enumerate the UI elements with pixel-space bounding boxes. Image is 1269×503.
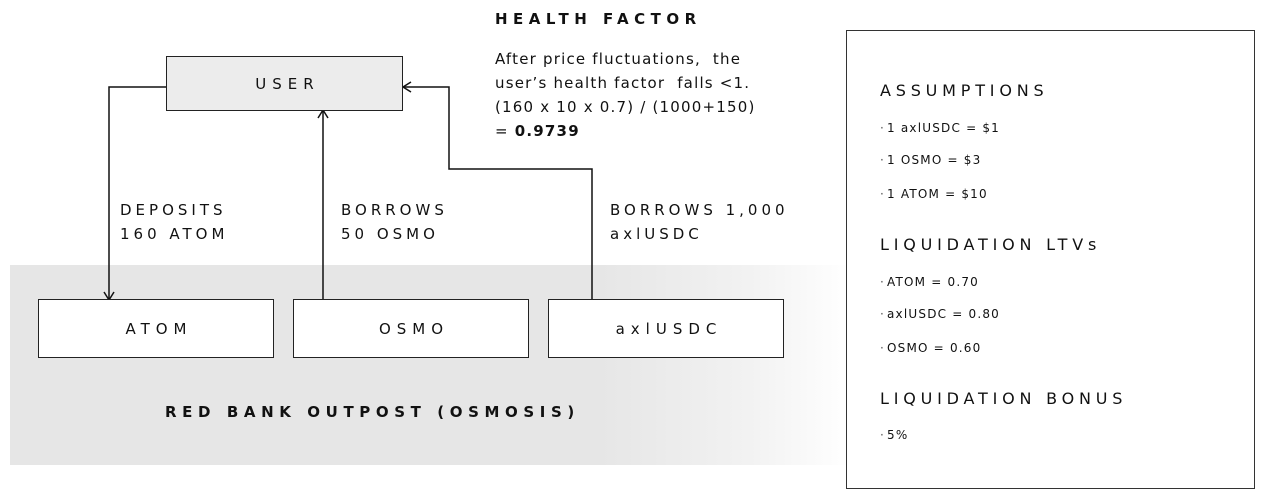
user-box: USER: [166, 56, 403, 111]
health-factor-line: After price fluctuations, the: [495, 50, 742, 68]
bonus-item: 5%: [880, 428, 908, 442]
borrow-usdc-label: BORROWS 1,000 axlUSDC: [610, 198, 789, 246]
borrow-osmo-label: BORROWS 50 OSMO: [341, 198, 448, 246]
deposit-label: DEPOSITS 160 ATOM: [120, 198, 228, 246]
osmo-box: OSMO: [293, 299, 529, 358]
ltv-item: axlUSDC = 0.80: [880, 307, 1000, 321]
liquidation-ltvs-heading: LIQUIDATION LTVs: [880, 235, 1102, 254]
borrow-usdc-arrow-head: [401, 81, 412, 93]
assumption-item: 1 ATOM = $10: [880, 187, 988, 201]
red-bank-title: RED BANK OUTPOST (OSMOSIS): [165, 403, 580, 421]
health-factor-line: user’s health factor falls <1.: [495, 74, 751, 92]
deposit-arrow-line: [108, 86, 166, 299]
borrow-usdc-arrow-line: [403, 86, 593, 299]
assumptions-heading: ASSUMPTIONS: [880, 81, 1049, 100]
health-factor-result-value: 0.9739: [514, 122, 580, 140]
atom-box: ATOM: [38, 299, 274, 358]
borrow-osmo-label-line2: 50 OSMO: [341, 225, 439, 243]
borrow-osmo-label-line1: BORROWS: [341, 201, 448, 219]
health-factor-result: = 0.9739: [495, 119, 756, 143]
health-factor-title: HEALTH FACTOR: [495, 10, 702, 28]
red-bank-background: [10, 265, 850, 465]
deposit-label-line1: DEPOSITS: [120, 201, 227, 219]
health-factor-line: (160 x 10 x 0.7) / (1000+150): [495, 98, 756, 116]
ltv-item: OSMO = 0.60: [880, 341, 981, 355]
ltv-item: ATOM = 0.70: [880, 275, 979, 289]
assumption-item: 1 OSMO = $3: [880, 153, 981, 167]
borrow-usdc-label-line2: axlUSDC: [610, 225, 703, 243]
liquidation-bonus-heading: LIQUIDATION BONUS: [880, 389, 1128, 408]
deposit-label-line2: 160 ATOM: [120, 225, 229, 243]
assumption-item: 1 axlUSDC = $1: [880, 121, 1000, 135]
borrow-usdc-label-line1: BORROWS 1,000: [610, 201, 789, 219]
health-factor-explanation: After price fluctuations, the user’s hea…: [495, 47, 756, 143]
parameters-panel: ASSUMPTIONS 1 axlUSDC = $1 1 OSMO = $3 1…: [846, 30, 1255, 489]
axlusdc-box: axlUSDC: [548, 299, 784, 358]
health-factor-result-prefix: =: [495, 122, 515, 140]
